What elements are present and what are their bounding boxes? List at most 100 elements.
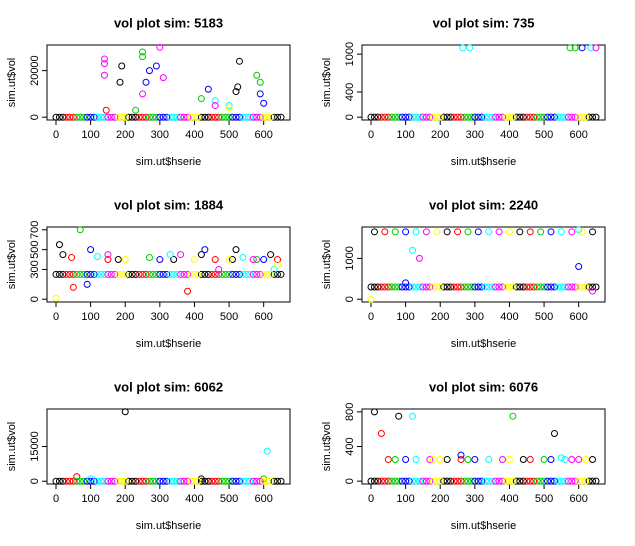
point (398, 477, 406, 485)
point (253, 270, 261, 278)
point (533, 283, 541, 291)
point (578, 477, 586, 485)
point (589, 113, 597, 121)
point (97, 477, 105, 485)
point (159, 113, 167, 121)
point (263, 447, 271, 455)
point (429, 477, 437, 485)
y-tick-label: 0 (344, 114, 356, 120)
point (467, 113, 475, 121)
y-axis-label: sim.ut$vol (6, 240, 18, 290)
point (447, 477, 455, 485)
point (55, 270, 63, 278)
point (215, 113, 223, 121)
point (422, 228, 430, 236)
point (118, 113, 126, 121)
point (412, 455, 420, 463)
point (274, 270, 282, 278)
x-tick-label: 300 (466, 493, 484, 505)
point (384, 113, 392, 121)
point (222, 113, 230, 121)
point (575, 283, 583, 291)
point (422, 113, 430, 121)
x-tick-label: 200 (431, 311, 449, 323)
point (495, 228, 503, 236)
point (485, 283, 493, 291)
point (208, 270, 216, 278)
chart-title: vol plot sim: 1884 (114, 197, 224, 212)
point (474, 477, 482, 485)
point (561, 113, 569, 121)
point (225, 270, 233, 278)
point (578, 283, 586, 291)
y-tick-label: 1000 (344, 42, 356, 66)
point (457, 283, 465, 291)
x-axis-label: sim.ut$hserie (136, 156, 201, 168)
point (540, 477, 548, 485)
y-tick-label: 500 (29, 240, 41, 258)
point (388, 477, 396, 485)
point (512, 113, 520, 121)
x-tick-label: 400 (500, 129, 518, 141)
x-tick-label: 0 (368, 311, 374, 323)
point (557, 477, 565, 485)
point (405, 113, 413, 121)
x-tick-label: 400 (185, 311, 203, 323)
point (177, 270, 185, 278)
point (242, 477, 250, 485)
point (443, 477, 451, 485)
point (381, 228, 389, 236)
point (204, 477, 212, 485)
x-tick-label: 400 (500, 493, 518, 505)
point (589, 228, 597, 236)
point (256, 90, 264, 98)
point (139, 53, 147, 61)
point (381, 113, 389, 121)
chart-title: vol plot sim: 6076 (429, 379, 538, 394)
point (256, 78, 264, 86)
point (87, 477, 95, 485)
point (557, 113, 565, 121)
point (211, 102, 219, 110)
point (190, 477, 198, 485)
point (111, 477, 119, 485)
x-tick-label: 200 (116, 129, 134, 141)
point (544, 477, 552, 485)
point (152, 270, 160, 278)
point (412, 283, 420, 291)
y-tick-label: 1000 (344, 246, 356, 270)
point (218, 477, 226, 485)
x-tick-label: 500 (220, 129, 238, 141)
point (443, 228, 451, 236)
point (478, 477, 486, 485)
point (246, 113, 254, 121)
point (62, 113, 70, 121)
point (197, 113, 205, 121)
y-tick-label: 15000 (29, 431, 41, 462)
y-tick-label: 0 (29, 478, 41, 484)
point (388, 283, 396, 291)
point (526, 283, 534, 291)
point (149, 113, 157, 121)
point (128, 477, 136, 485)
x-axis-label: sim.ut$hserie (136, 338, 201, 350)
point (426, 455, 434, 463)
point (436, 477, 444, 485)
point (419, 283, 427, 291)
x-tick-label: 0 (368, 493, 374, 505)
point (76, 477, 84, 485)
point (145, 67, 153, 75)
point (557, 283, 565, 291)
point (564, 477, 572, 485)
x-tick-label: 400 (185, 493, 203, 505)
x-tick-label: 100 (81, 311, 99, 323)
point (235, 113, 243, 121)
point (274, 113, 282, 121)
y-axis-label: sim.ut$vol (321, 422, 333, 472)
point (415, 477, 423, 485)
point (402, 477, 410, 485)
point (97, 270, 105, 278)
point (537, 113, 545, 121)
x-tick-label: 0 (53, 493, 59, 505)
point (571, 113, 579, 121)
